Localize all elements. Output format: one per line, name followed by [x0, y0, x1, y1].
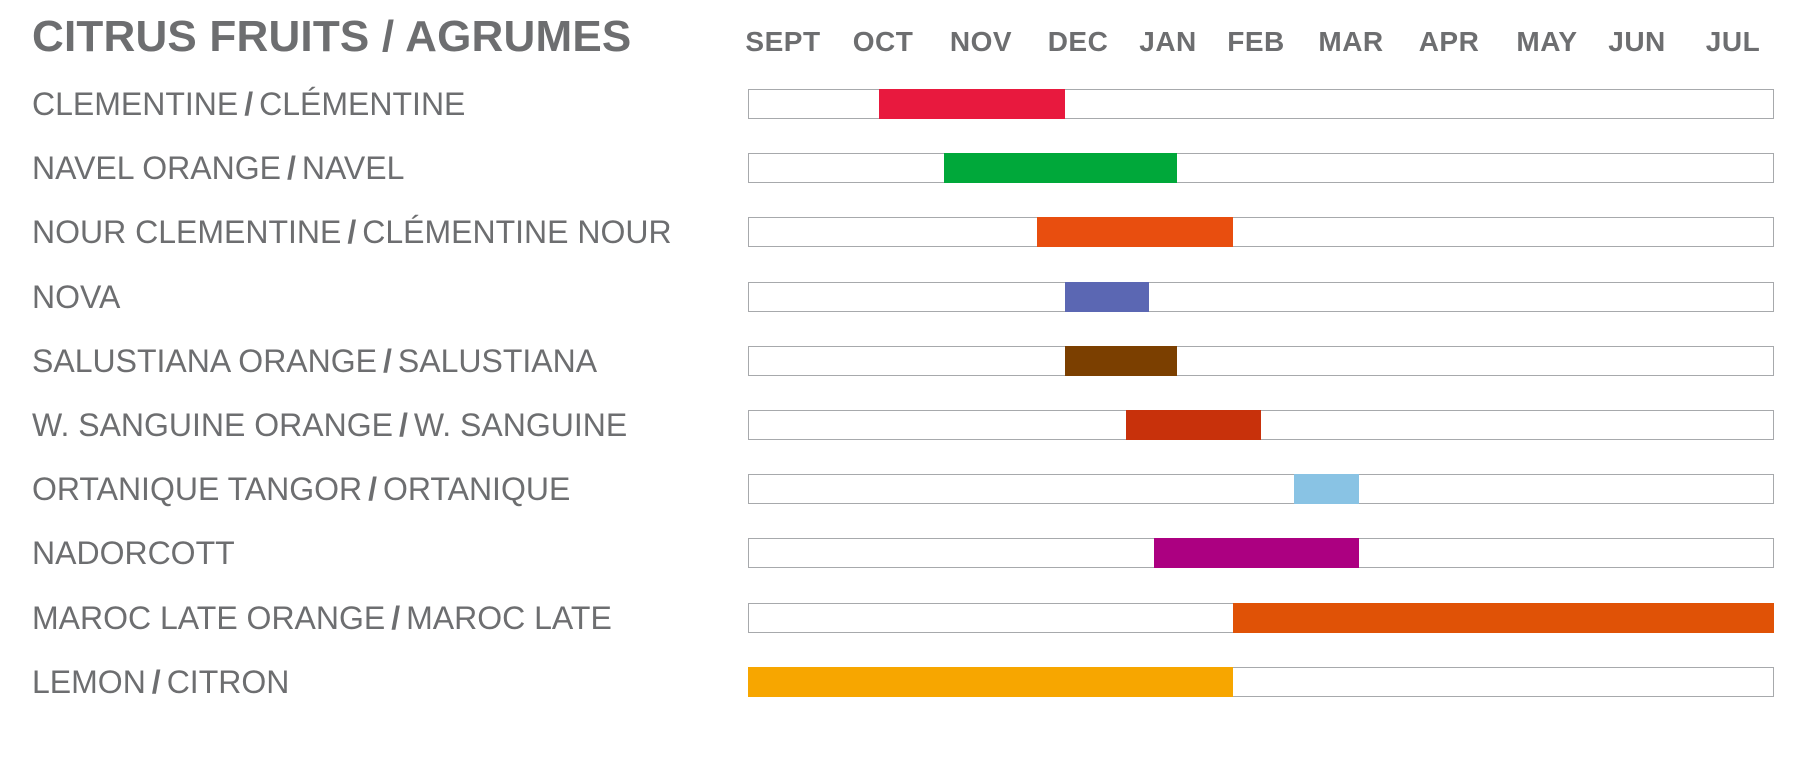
- label-english: LEMON: [32, 664, 146, 700]
- label-english: NOVA: [32, 279, 121, 315]
- month-label: SEPT: [745, 26, 821, 57]
- label-english: W. SANGUINE ORANGE: [32, 407, 393, 443]
- label-french: CITRON: [166, 664, 290, 700]
- chart-title: CITRUS FRUITS / AGRUMES: [32, 12, 632, 61]
- label-french: SALUSTIANA: [397, 343, 598, 379]
- label-french: ORTANIQUE: [383, 471, 571, 507]
- season-track: [748, 282, 1774, 312]
- season-track: [748, 474, 1774, 504]
- row-label: NOVA: [32, 281, 120, 313]
- label-french: CLÉMENTINE: [259, 86, 466, 122]
- row-label: NAVEL ORANGE / NAVEL: [32, 152, 404, 184]
- label-english: SALUSTIANA ORANGE: [32, 343, 377, 379]
- row-label: NOUR CLEMENTINE / CLÉMENTINE NOUR: [32, 216, 672, 248]
- month-label: NOV: [949, 26, 1013, 57]
- row-label: LEMON / CITRON: [32, 666, 289, 698]
- row-label: SALUSTIANA ORANGE / SALUSTIANA: [32, 345, 597, 377]
- label-french: NAVEL: [301, 150, 405, 186]
- label-english: CLEMENTINE: [32, 86, 239, 122]
- row-label: W. SANGUINE ORANGE / W. SANGUINE: [32, 409, 627, 441]
- season-track: [748, 410, 1774, 440]
- label-english: ORTANIQUE TANGOR: [32, 471, 363, 507]
- month-label: FEB: [1227, 26, 1285, 57]
- month-label: JUN: [1608, 26, 1666, 57]
- month-label: OCT: [852, 26, 914, 57]
- season-bar: [1293, 474, 1359, 504]
- season-track: [748, 346, 1774, 376]
- label-separator: /: [244, 86, 254, 122]
- label-english: NAVEL ORANGE: [32, 150, 281, 186]
- month-label: MAR: [1318, 26, 1384, 57]
- season-bar: [1233, 603, 1774, 633]
- row-label: MAROC LATE ORANGE / MAROC LATE: [32, 602, 612, 634]
- label-separator: /: [391, 600, 401, 636]
- month-label: MAY: [1516, 26, 1578, 57]
- season-bar: [748, 667, 1234, 697]
- month-label: APR: [1418, 26, 1480, 57]
- label-separator: /: [151, 664, 161, 700]
- season-bar: [943, 153, 1178, 183]
- season-bar: [1065, 346, 1178, 376]
- label-french: W. SANGUINE: [413, 407, 628, 443]
- label-english: NADORCOTT: [32, 535, 235, 571]
- label-french: MAROC LATE: [406, 600, 612, 636]
- season-bar: [1037, 217, 1233, 247]
- season-bar: [1125, 410, 1261, 440]
- label-separator: /: [286, 150, 296, 186]
- month-label: JAN: [1139, 26, 1197, 57]
- month-label: JUL: [1705, 26, 1761, 57]
- row-label: ORTANIQUE TANGOR / ORTANIQUE: [32, 473, 570, 505]
- season-track: [748, 153, 1774, 183]
- label-english: NOUR CLEMENTINE: [32, 214, 342, 250]
- season-bar: [878, 89, 1066, 119]
- label-english: MAROC LATE ORANGE: [32, 600, 386, 636]
- label-separator: /: [368, 471, 377, 507]
- season-bar: [1153, 538, 1359, 568]
- season-bar: [1065, 282, 1150, 312]
- label-separator: /: [398, 407, 408, 443]
- month-label: DEC: [1047, 26, 1109, 57]
- label-separator: /: [347, 214, 357, 250]
- row-label: NADORCOTT: [32, 537, 235, 569]
- season-track: [748, 217, 1774, 247]
- label-separator: /: [382, 343, 392, 379]
- row-label: CLEMENTINE / CLÉMENTINE: [32, 88, 465, 120]
- label-french: CLÉMENTINE NOUR: [362, 214, 672, 250]
